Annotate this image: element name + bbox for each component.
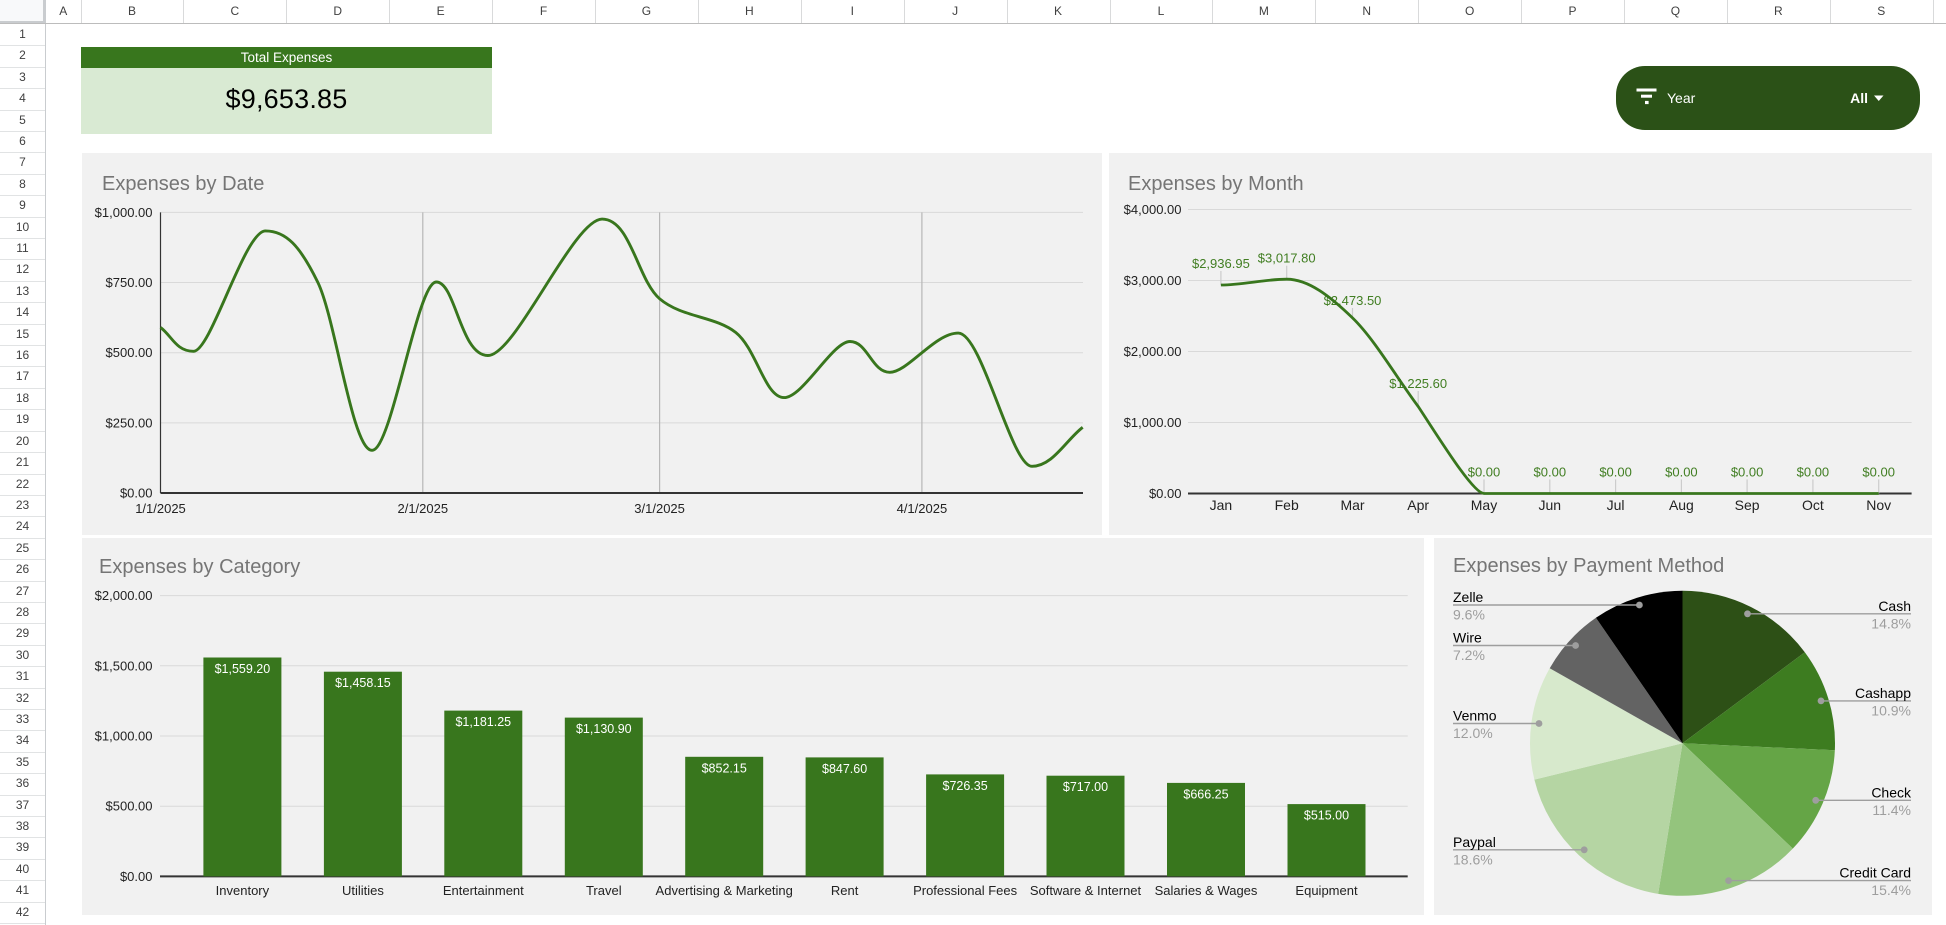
- svg-text:Cash: Cash: [1878, 598, 1911, 614]
- svg-text:Check: Check: [1871, 784, 1912, 800]
- svg-text:Salaries & Wages: Salaries & Wages: [1155, 883, 1258, 898]
- svg-text:$750.00: $750.00: [106, 275, 153, 290]
- svg-text:$3,017.80: $3,017.80: [1258, 251, 1316, 266]
- svg-text:$1,130.90: $1,130.90: [576, 722, 632, 736]
- svg-text:$0.00: $0.00: [1599, 464, 1632, 479]
- svg-text:1/1/2025: 1/1/2025: [135, 501, 186, 516]
- svg-text:$0.00: $0.00: [1797, 464, 1830, 479]
- svg-text:$0.00: $0.00: [1862, 464, 1895, 479]
- svg-text:Oct: Oct: [1802, 497, 1824, 513]
- svg-text:9.6%: 9.6%: [1453, 607, 1485, 623]
- svg-text:May: May: [1471, 497, 1497, 513]
- svg-text:11.4%: 11.4%: [1872, 802, 1911, 818]
- svg-text:$2,000.00: $2,000.00: [1124, 344, 1182, 359]
- svg-text:Venmo: Venmo: [1453, 708, 1497, 724]
- svg-text:$1,000.00: $1,000.00: [1124, 415, 1182, 430]
- svg-text:15.4%: 15.4%: [1871, 882, 1911, 898]
- svg-text:$3,000.00: $3,000.00: [1124, 273, 1182, 288]
- svg-text:Paypal: Paypal: [1453, 834, 1496, 850]
- svg-text:Expenses by Date: Expenses by Date: [102, 173, 264, 195]
- svg-text:$500.00: $500.00: [106, 345, 153, 360]
- svg-text:10.9%: 10.9%: [1871, 702, 1911, 718]
- svg-text:$515.00: $515.00: [1304, 809, 1349, 823]
- svg-text:$0.00: $0.00: [1149, 486, 1182, 501]
- svg-text:Rent: Rent: [831, 883, 859, 898]
- svg-text:Inventory: Inventory: [216, 883, 270, 898]
- svg-text:$1,458.15: $1,458.15: [335, 676, 391, 690]
- svg-text:$0.00: $0.00: [120, 486, 153, 501]
- svg-text:Equipment: Equipment: [1295, 883, 1358, 898]
- svg-text:4/1/2025: 4/1/2025: [897, 501, 948, 516]
- svg-text:Year: Year: [1667, 90, 1696, 106]
- svg-text:$500.00: $500.00: [106, 799, 153, 814]
- svg-text:Feb: Feb: [1275, 497, 1299, 513]
- svg-text:Apr: Apr: [1407, 497, 1429, 513]
- svg-text:$726.35: $726.35: [943, 779, 988, 793]
- svg-text:12.0%: 12.0%: [1453, 725, 1493, 741]
- svg-text:$1,000.00: $1,000.00: [95, 205, 153, 220]
- svg-text:$250.00: $250.00: [106, 415, 153, 430]
- svg-text:Utilities: Utilities: [342, 883, 384, 898]
- svg-text:Aug: Aug: [1669, 497, 1694, 513]
- svg-text:$0.00: $0.00: [1665, 464, 1698, 479]
- svg-text:Entertainment: Entertainment: [443, 883, 524, 898]
- svg-text:2/1/2025: 2/1/2025: [397, 501, 448, 516]
- svg-text:$2,936.95: $2,936.95: [1192, 256, 1250, 271]
- svg-text:All: All: [1850, 90, 1868, 106]
- svg-text:$1,000.00: $1,000.00: [95, 729, 153, 744]
- svg-text:Software & Internet: Software & Internet: [1030, 883, 1142, 898]
- svg-text:$4,000.00: $4,000.00: [1124, 202, 1182, 217]
- svg-text:14.8%: 14.8%: [1871, 615, 1911, 631]
- svg-text:$0.00: $0.00: [1534, 464, 1567, 479]
- svg-text:Wire: Wire: [1453, 630, 1482, 646]
- svg-text:Expenses by Payment Method: Expenses by Payment Method: [1453, 555, 1724, 577]
- svg-text:Nov: Nov: [1866, 497, 1891, 513]
- svg-text:$2,000.00: $2,000.00: [95, 588, 153, 603]
- svg-text:$852.15: $852.15: [702, 761, 747, 775]
- svg-text:Advertising & Marketing: Advertising & Marketing: [656, 883, 793, 898]
- svg-text:Jun: Jun: [1539, 497, 1562, 513]
- svg-text:Sep: Sep: [1735, 497, 1760, 513]
- svg-text:Mar: Mar: [1340, 497, 1364, 513]
- svg-text:$847.60: $847.60: [822, 762, 867, 776]
- svg-text:Jan: Jan: [1210, 497, 1233, 513]
- svg-text:Expenses by Category: Expenses by Category: [99, 556, 300, 578]
- svg-text:$666.25: $666.25: [1183, 787, 1228, 801]
- svg-text:$1,500.00: $1,500.00: [95, 658, 153, 673]
- svg-text:7.2%: 7.2%: [1453, 647, 1485, 663]
- svg-text:3/1/2025: 3/1/2025: [634, 501, 685, 516]
- svg-text:Expenses by Month: Expenses by Month: [1128, 173, 1304, 195]
- svg-text:Zelle: Zelle: [1453, 589, 1484, 605]
- svg-text:18.6%: 18.6%: [1453, 851, 1493, 867]
- svg-text:$717.00: $717.00: [1063, 780, 1108, 794]
- svg-text:$0.00: $0.00: [120, 869, 153, 884]
- svg-text:Jul: Jul: [1607, 497, 1625, 513]
- svg-text:$1,559.20: $1,559.20: [215, 662, 271, 676]
- svg-text:Credit Card: Credit Card: [1839, 865, 1911, 881]
- svg-text:Professional Fees: Professional Fees: [913, 883, 1018, 898]
- svg-text:Cashapp: Cashapp: [1855, 685, 1911, 701]
- svg-text:Travel: Travel: [586, 883, 622, 898]
- svg-text:$0.00: $0.00: [1468, 464, 1501, 479]
- svg-text:$0.00: $0.00: [1731, 464, 1764, 479]
- svg-text:$1,181.25: $1,181.25: [455, 715, 511, 729]
